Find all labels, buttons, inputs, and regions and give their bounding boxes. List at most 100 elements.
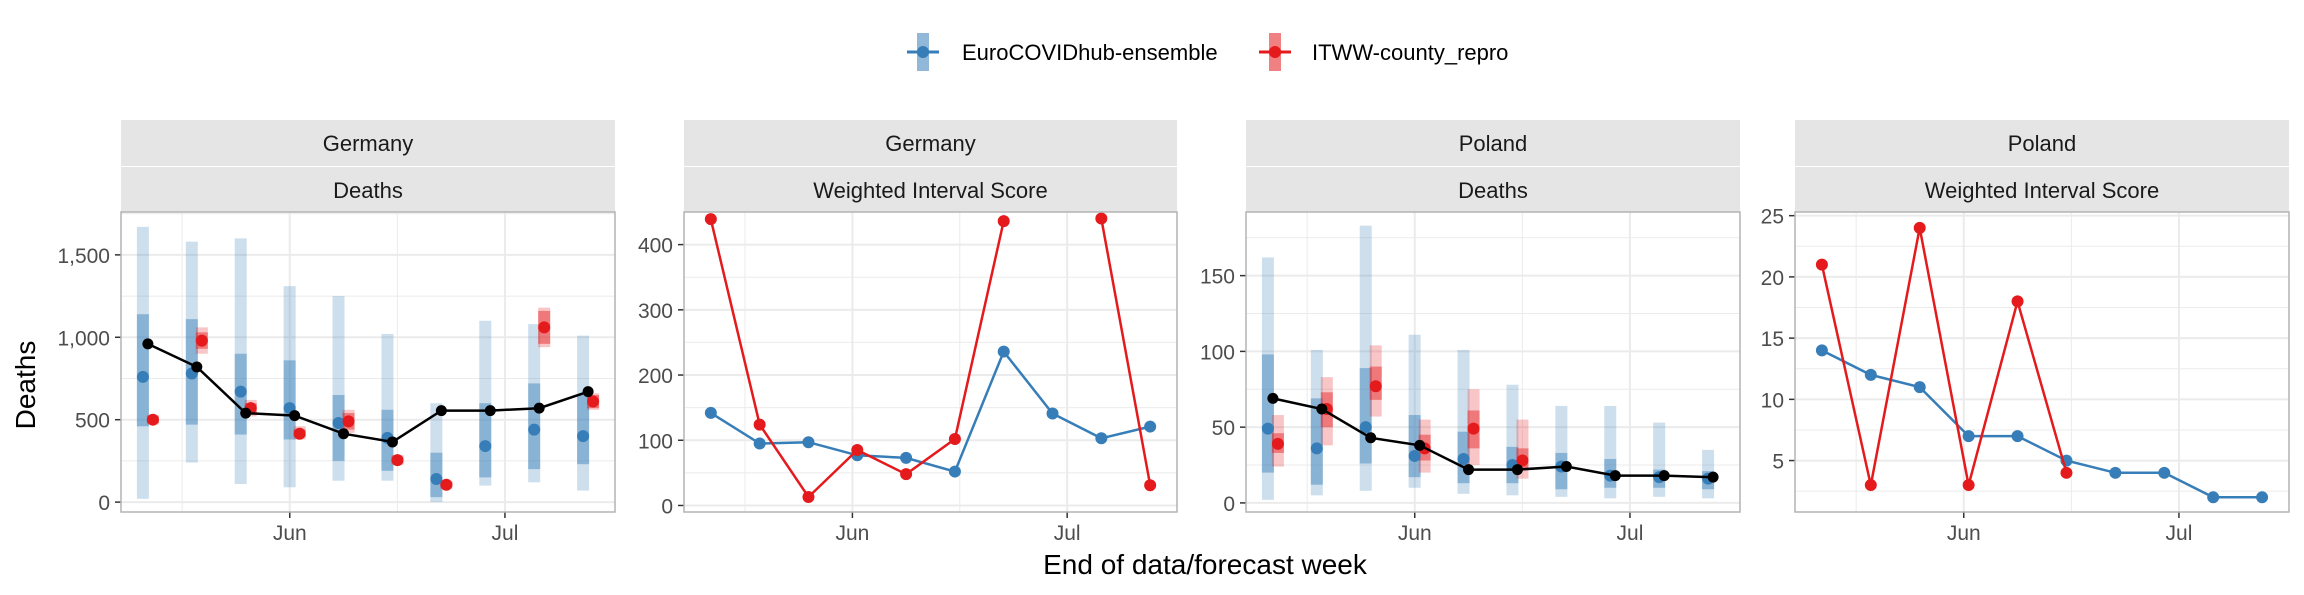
score-point: [753, 418, 766, 431]
y-tick-label: 1,000: [57, 327, 110, 350]
x-tick-label: Jun: [835, 522, 869, 545]
median-point: [1369, 380, 1382, 393]
score-point: [1095, 212, 1108, 225]
score-point: [1913, 221, 1926, 234]
y-tick-label: 200: [638, 365, 673, 388]
score-line: [1821, 349, 2263, 499]
legend-label-itww: ITWW-county_repro: [1312, 40, 1508, 65]
score-point: [704, 406, 717, 419]
median-point: [1467, 422, 1480, 435]
score-point: [802, 436, 815, 449]
y-tick-label: 400: [638, 235, 673, 258]
observed-point: [1609, 470, 1621, 482]
score-point: [1144, 479, 1157, 492]
interval-outer: [185, 241, 198, 463]
observed-point: [289, 410, 301, 422]
interval-outer: [234, 238, 247, 484]
score-point: [2207, 491, 2220, 504]
observed-point: [1707, 471, 1719, 483]
y-tick-label: 0: [98, 492, 110, 515]
x-axis-title: End of data/forecast week: [1043, 549, 1368, 580]
legend-label-ensemble: EuroCOVIDhub-ensemble: [962, 40, 1218, 65]
x-tick-label: Jul: [1617, 522, 1644, 545]
facet-strip: [121, 120, 615, 166]
panel-border: [683, 211, 1178, 513]
observed-point: [1560, 461, 1572, 473]
median-point: [332, 416, 345, 429]
plot-background: [1246, 212, 1740, 512]
observed-point: [386, 436, 398, 448]
panel-1: Germany Deaths 0 500 1,000 1,500 Jun Jul: [57, 120, 616, 545]
score-point: [753, 437, 766, 450]
facet-strip: [1795, 120, 2289, 166]
median-point: [146, 413, 159, 426]
y-tick-label: 0: [1223, 493, 1235, 516]
observed-point: [582, 386, 594, 398]
facet-label: Poland: [2008, 131, 2077, 156]
legend: EuroCOVIDhub-ensemble ITWW-county_repro: [907, 33, 1508, 71]
observed-point: [533, 402, 545, 414]
panel-2: Germany Weighted Interval Score 0 100 200 300…: [638, 120, 1178, 545]
y-axis-title: Deaths: [10, 341, 41, 430]
facet-strip: [1246, 167, 1740, 213]
interval-outer: [528, 324, 541, 483]
observed-point: [1511, 464, 1523, 476]
score-point: [1144, 420, 1157, 433]
y-tick-label: 0: [661, 495, 673, 518]
interval-outer: [577, 335, 590, 491]
median-point: [479, 440, 492, 453]
score-point: [2011, 295, 2024, 308]
facet-label: Germany: [323, 131, 413, 156]
score-point: [1095, 432, 1108, 445]
median-point: [1271, 437, 1284, 450]
median-point: [293, 427, 306, 440]
median-point: [1457, 452, 1470, 465]
score-point: [2158, 466, 2171, 479]
x-tick-label: Jul: [1054, 522, 1081, 545]
interval-outer: [1310, 349, 1323, 496]
panel-border: [1794, 211, 2290, 513]
facet-label: Germany: [885, 131, 975, 156]
median-point: [195, 334, 208, 347]
interval-inner: [1310, 398, 1323, 485]
score-point: [1046, 407, 1059, 420]
facet-strip: [684, 167, 1177, 213]
score-point: [1913, 381, 1926, 394]
facet-label: Poland: [1459, 131, 1528, 156]
interval-inner: [577, 394, 590, 465]
score-point: [1962, 430, 1975, 443]
median-point: [136, 370, 149, 383]
score-point: [2109, 466, 2122, 479]
observed-line: [1272, 397, 1714, 479]
median-point: [234, 385, 247, 398]
y-tick-label: 20: [1761, 267, 1784, 290]
y-tick-label: 500: [75, 410, 110, 433]
observed-point: [1316, 403, 1328, 415]
y-tick-label: 150: [1200, 266, 1235, 289]
plot-background: [684, 212, 1177, 512]
score-point: [997, 215, 1010, 228]
y-tick-label: 25: [1761, 206, 1784, 229]
score-point: [2011, 430, 2024, 443]
panel-3: Poland Deaths 0 50 100 150 Jun Jul: [1200, 120, 1741, 545]
score-point: [997, 345, 1010, 358]
facet-strip: [1795, 167, 2289, 213]
interval-outer: [1555, 405, 1568, 497]
x-tick-label: Jun: [1947, 522, 1981, 545]
facet-label: Deaths: [1458, 178, 1528, 203]
median-point: [577, 430, 590, 443]
median-point: [1408, 449, 1421, 462]
median-point: [538, 321, 551, 334]
score-point: [948, 465, 961, 478]
y-tick-label: 50: [1212, 417, 1235, 440]
observed-point: [1365, 432, 1377, 444]
score-point: [1864, 479, 1877, 492]
x-tick-label: Jun: [273, 522, 307, 545]
observed-point: [1414, 439, 1426, 451]
y-tick-label: 300: [638, 300, 673, 323]
score-point: [2256, 491, 2269, 504]
plot-background: [121, 212, 615, 512]
facet-label: Deaths: [333, 178, 403, 203]
observed-point: [240, 407, 252, 419]
